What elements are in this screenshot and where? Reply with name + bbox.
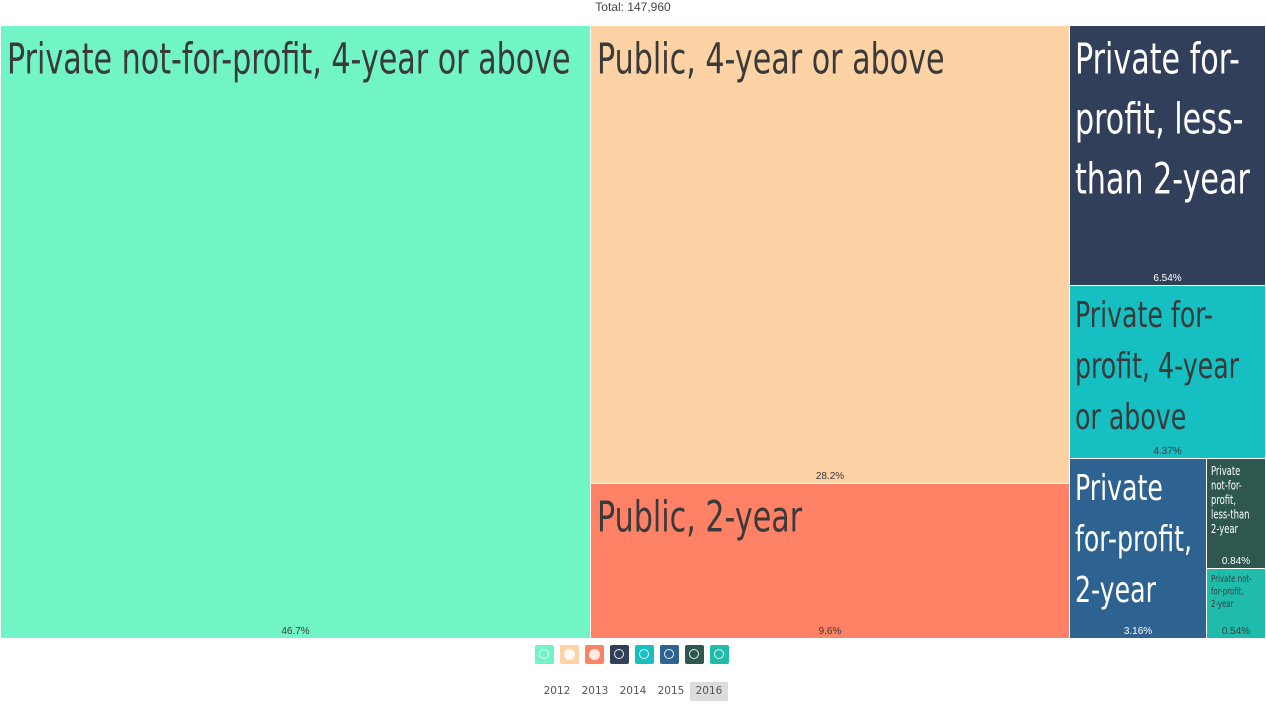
treemap-tile-rect[interactable] [1070, 26, 1265, 285]
total-label: Total: 147,960 [595, 0, 671, 14]
treemap-tile[interactable]: Private for-profit, less-than 2-year 6.54… [1070, 26, 1265, 285]
treemap-tile-rect[interactable] [591, 484, 1069, 638]
treemap-tile-rect[interactable] [1, 26, 590, 638]
private-fp-4yr-icon[interactable] [635, 645, 654, 664]
treemap-tile-rect[interactable] [1207, 459, 1265, 568]
globe-icon [614, 649, 624, 659]
treemap-tile-label: Private for-profit, less-than 2-year [1075, 35, 1251, 205]
private-nfp-2yr-icon[interactable] [710, 645, 729, 664]
treemap-tile-label: Private for-profit, 2-year [1075, 467, 1192, 611]
year-option-2016[interactable]: 2016 [690, 682, 728, 701]
treemap-tile[interactable]: Private for-profit, 2-year 3.16% [1070, 459, 1206, 638]
treemap-tile-label: Public, 4-year or above [597, 35, 945, 85]
year-option-2014[interactable]: 2014 [619, 685, 647, 697]
globe-icon [639, 649, 649, 659]
treemap-tile-rect[interactable] [591, 26, 1069, 483]
treemap-tile[interactable]: Public, 4-year or above 28.2% [591, 26, 1069, 483]
treemap-tile[interactable]: Private not-for-profit, 4-year or above 4… [1, 26, 590, 638]
treemap-tile-rect[interactable] [1070, 286, 1265, 458]
public-2yr-icon[interactable] [585, 645, 604, 664]
private-nfp-lt2yr-icon[interactable] [685, 645, 704, 664]
treemap-tile-label: Private for-profit, 4-year or above [1075, 294, 1239, 438]
dot-icon [589, 649, 600, 660]
treemap-tile-label: Public, 2-year [597, 493, 803, 543]
treemap-tile-percent: 46.7% [281, 626, 309, 637]
treemap-tile-rect[interactable] [1207, 569, 1265, 638]
public-4yr-icon[interactable] [560, 645, 579, 664]
tile-divider [590, 26, 591, 638]
treemap-tile-percent: 3.16% [1124, 626, 1152, 637]
treemap-tile-percent: 4.37% [1153, 446, 1181, 457]
tile-divider [591, 483, 1069, 484]
tile-divider [1070, 458, 1265, 459]
treemap-tile-label: Private not-for-profit, 4-year or above [7, 35, 571, 85]
private-nfp-4yr-icon[interactable] [535, 645, 554, 664]
globe-icon [539, 649, 549, 659]
globe-icon [714, 649, 724, 659]
treemap-tile[interactable]: Public, 2-year 9.6% [591, 484, 1069, 638]
tile-divider [1070, 285, 1265, 286]
tile-divider [1069, 26, 1070, 638]
treemap-tile-rect[interactable] [1070, 459, 1206, 638]
treemap-tile[interactable]: Private for-profit, 4-year or above 4.37% [1070, 286, 1265, 458]
treemap-tile[interactable]: Private not-for-profit, less-than 2-year 0.8… [1207, 459, 1265, 568]
treemap-tile-label: Private not-for-profit, less-than 2-year [1211, 464, 1249, 536]
dot-icon [564, 649, 575, 660]
treemap-tile-percent: 28.2% [816, 471, 844, 482]
treemap-tile[interactable]: Private not-for-profit, 2-year 0.54% [1207, 569, 1265, 638]
treemap-tile-percent: 9.6% [819, 626, 842, 637]
treemap-tile-percent: 0.84% [1222, 556, 1250, 567]
treemap-tile-percent: 6.54% [1153, 273, 1181, 284]
globe-icon [664, 649, 674, 659]
treemap-tile-percent: 0.54% [1222, 626, 1250, 637]
treemap-chart: Private not-for-profit, 4-year or above 4… [1, 26, 1265, 638]
year-option-2013[interactable]: 2013 [581, 685, 609, 697]
treemap-tile-label: Private not-for-profit, 2-year [1211, 574, 1252, 610]
private-fp-lt2yr-icon[interactable] [610, 645, 629, 664]
year-option-2015[interactable]: 2015 [657, 685, 685, 697]
tile-divider [1207, 568, 1265, 569]
tile-divider [1206, 459, 1207, 638]
globe-icon [689, 649, 699, 659]
private-fp-2yr-icon[interactable] [660, 645, 679, 664]
year-option-2012[interactable]: 2012 [543, 685, 571, 697]
